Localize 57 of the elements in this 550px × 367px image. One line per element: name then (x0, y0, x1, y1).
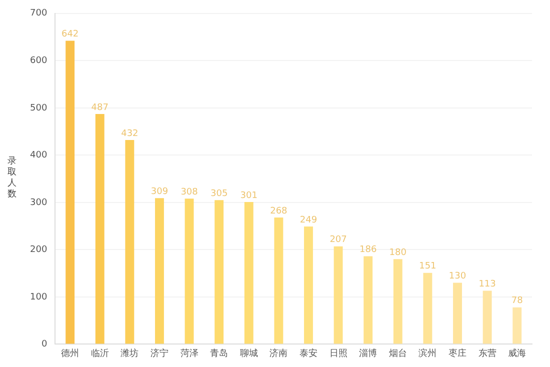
y-axis-title: 录取人数 (8, 156, 16, 200)
y-tick-label: 0 (41, 340, 48, 350)
data-label: 180 (389, 248, 407, 258)
x-tick-label: 东营 (478, 348, 496, 359)
x-tick-label: 淄博 (359, 348, 378, 359)
bar (364, 256, 373, 344)
bar (334, 246, 343, 344)
bar (393, 259, 402, 344)
y-tick-label: 400 (30, 150, 48, 161)
x-tick-label: 日照 (329, 348, 348, 359)
y-tick-label: 500 (30, 103, 48, 114)
data-label: 268 (270, 206, 288, 216)
data-label: 249 (300, 215, 318, 226)
x-tick-label: 泰安 (299, 348, 318, 359)
data-label: 207 (330, 235, 347, 246)
x-tick-label: 德州 (61, 348, 80, 359)
data-label: 186 (360, 245, 377, 256)
x-tick-label: 济宁 (150, 348, 168, 359)
bar (274, 218, 284, 344)
x-tick-label: 烟台 (388, 348, 407, 359)
data-label: 642 (61, 30, 79, 40)
data-label: 301 (240, 190, 258, 201)
bar (155, 198, 164, 344)
x-tick-label: 菏泽 (180, 348, 198, 359)
y-tick-label: 200 (30, 245, 48, 256)
bar (423, 272, 432, 344)
y-tick-label: 100 (30, 292, 48, 302)
data-label: 309 (150, 187, 168, 198)
bar (512, 307, 522, 344)
bar (66, 40, 75, 344)
x-tick-label: 济南 (270, 348, 288, 359)
bar (453, 282, 462, 344)
data-label: 78 (511, 296, 524, 306)
bar (304, 226, 313, 344)
data-label: 308 (180, 187, 198, 198)
data-label: 432 (121, 128, 138, 139)
data-label: 487 (91, 102, 108, 113)
data-label: 305 (210, 188, 228, 199)
bar (125, 140, 134, 344)
bar (95, 114, 104, 344)
y-tick-label: 300 (30, 198, 48, 208)
x-tick-label: 枣庄 (448, 348, 466, 359)
x-tick-label: 临沂 (90, 348, 109, 359)
y-tick-label: 600 (30, 56, 48, 66)
bar (214, 200, 224, 344)
bar (482, 290, 492, 344)
data-label: 113 (478, 280, 496, 290)
x-tick-label: 滨州 (418, 348, 437, 359)
data-label: 151 (419, 262, 436, 272)
x-tick-label: 聊城 (240, 348, 258, 359)
x-tick-label: 威海 (508, 348, 526, 359)
y-tick-label: 700 (30, 8, 48, 19)
bar (244, 202, 254, 344)
data-label: 130 (448, 272, 466, 282)
x-tick-label: 潍坊 (120, 348, 139, 359)
x-tick-label: 青岛 (210, 348, 228, 359)
bar (184, 198, 194, 344)
